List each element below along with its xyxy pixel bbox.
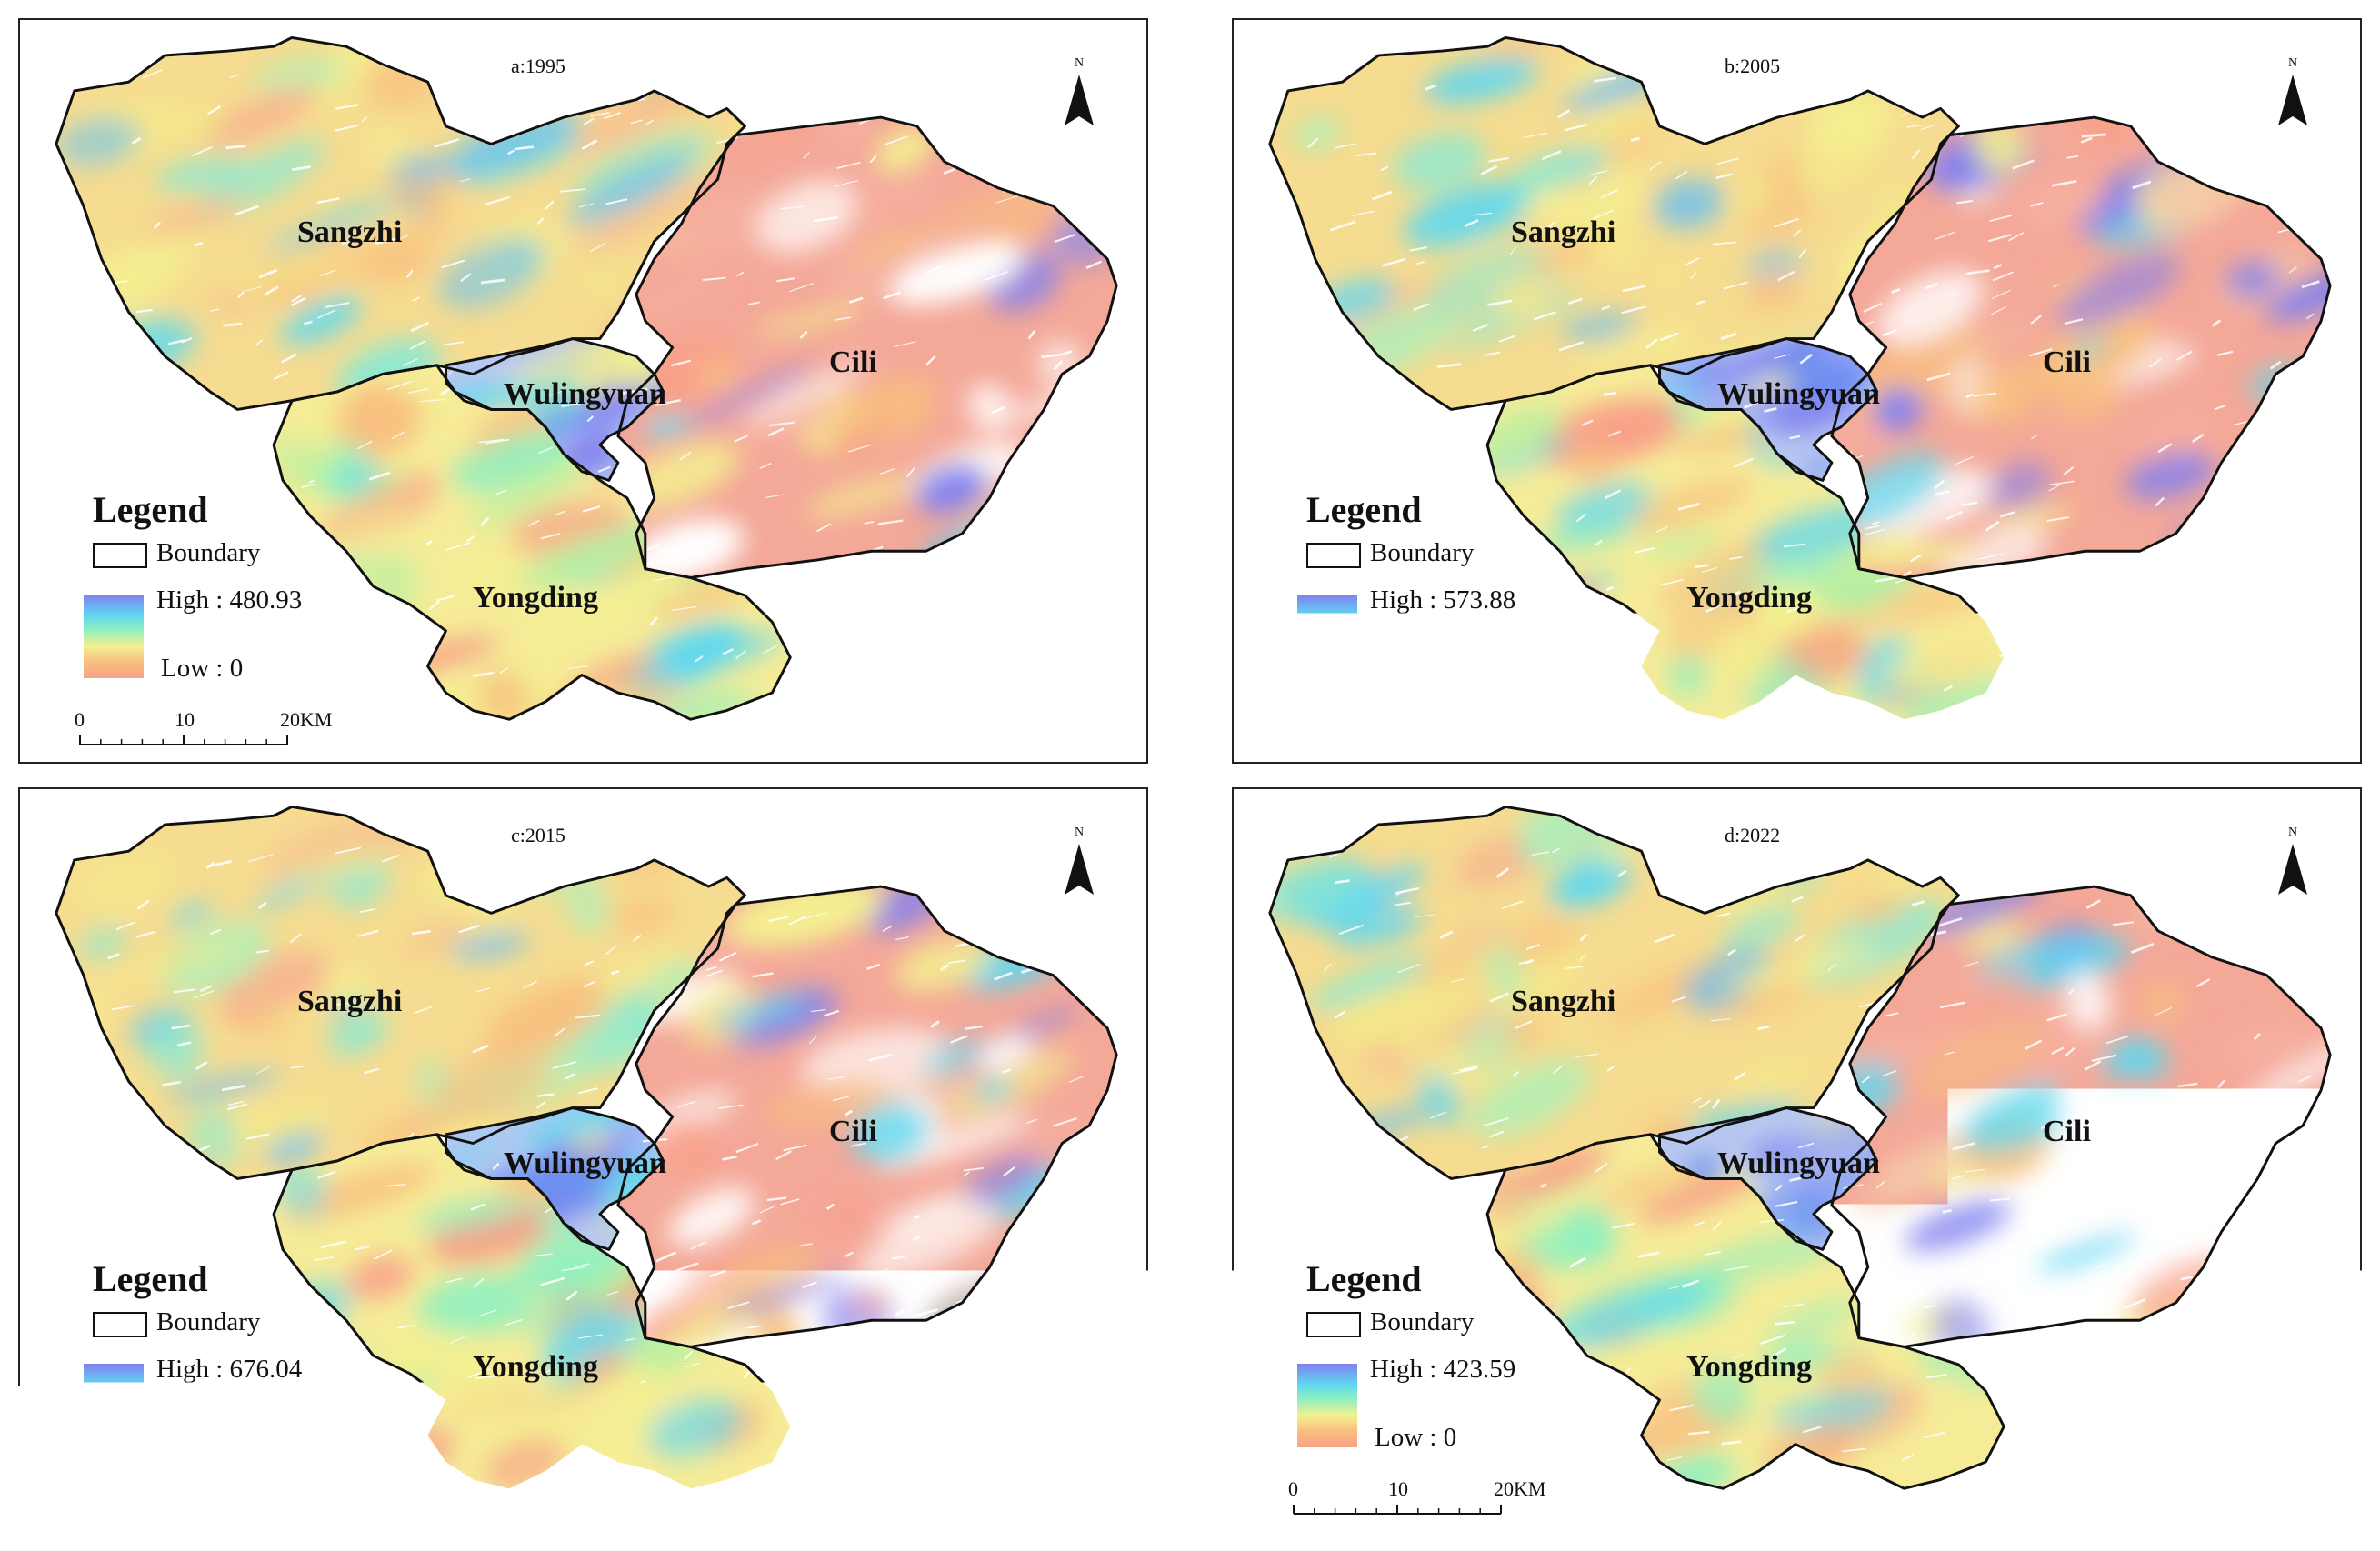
north-arrow: N: [2275, 56, 2311, 129]
legend-low-label: Low : 0: [1375, 654, 1456, 684]
region-label-sangzhi: Sangzhi: [1511, 985, 1615, 1019]
north-letter: N: [1061, 826, 1097, 840]
scale-tick-10: 10: [1388, 1477, 1408, 1501]
scale-tick-10: 10: [175, 708, 195, 732]
region-label-yongding: Yongding: [473, 1350, 598, 1385]
scale-tick-0: 0: [1288, 1477, 1298, 1501]
north-arrow-icon: [1061, 73, 1097, 136]
scale-bar-graphic: [75, 1503, 311, 1530]
legend-color-ramp: [1297, 595, 1357, 678]
north-arrow-icon: [2275, 842, 2311, 906]
region-label-sangzhi: Sangzhi: [1511, 215, 1615, 250]
legend-title: Legend: [1306, 488, 1422, 531]
scale-bar-graphic: [75, 734, 311, 761]
region-label-yongding: Yongding: [1686, 581, 1812, 615]
legend-title: Legend: [1306, 1257, 1422, 1300]
legend-color-ramp: [84, 1364, 144, 1447]
region-label-cili: Cili: [2043, 345, 2091, 380]
scale-tick-20: 20KM: [1494, 708, 1545, 732]
legend-color-ramp: [84, 595, 144, 678]
map-panel-a: a:1995 Sangzhi Cili Wulingyuan Yongding …: [18, 18, 1148, 764]
north-arrow: N: [1061, 56, 1097, 129]
north-arrow: N: [1061, 826, 1097, 898]
scale-tick-0: 0: [75, 708, 85, 732]
legend-boundary-swatch: [93, 1312, 147, 1337]
legend-low-label: Low : 0: [161, 654, 243, 684]
scale-bar-graphic: [1288, 734, 1525, 761]
legend-title: Legend: [93, 1257, 208, 1300]
panel-title: d:2022: [1725, 824, 1780, 847]
scale-tick-10: 10: [1388, 708, 1408, 732]
map-panel-b: b:2005 Sangzhi Cili Wulingyuan Yongding …: [1232, 18, 2362, 764]
region-label-cili: Cili: [829, 345, 877, 380]
region-label-sangzhi: Sangzhi: [297, 985, 402, 1019]
scale-bar: 0 10 20KM: [75, 708, 365, 763]
region-label-sangzhi: Sangzhi: [297, 215, 402, 250]
legend-high-label: High : 676.04: [156, 1355, 302, 1385]
legend-boundary-swatch: [1306, 543, 1361, 568]
panel-title: c:2015: [511, 824, 565, 847]
scale-tick-0: 0: [75, 1477, 85, 1501]
scale-tick-20: 20KM: [280, 1477, 332, 1501]
scale-tick-20: 20KM: [280, 708, 332, 732]
legend-boundary-label: Boundary: [1370, 1307, 1474, 1337]
legend-boundary-swatch: [1306, 1312, 1361, 1337]
panel-title: a:1995: [511, 55, 565, 78]
region-label-wulingyuan: Wulingyuan: [1717, 377, 1880, 412]
legend-boundary-label: Boundary: [156, 1307, 260, 1337]
scale-tick-20: 20KM: [1494, 1477, 1545, 1501]
region-label-wulingyuan: Wulingyuan: [504, 377, 666, 412]
legend-high-label: High : 423.59: [1370, 1355, 1515, 1385]
legend-boundary-label: Boundary: [156, 538, 260, 568]
legend-low-label: Low : 0: [1375, 1423, 1456, 1453]
legend-title: Legend: [93, 488, 208, 531]
north-arrow: N: [2275, 826, 2311, 898]
region-label-wulingyuan: Wulingyuan: [1717, 1146, 1880, 1181]
legend-boundary-label: Boundary: [1370, 538, 1474, 568]
legend-high-label: High : 480.93: [156, 585, 302, 615]
scale-tick-10: 10: [175, 1477, 195, 1501]
region-label-wulingyuan: Wulingyuan: [504, 1146, 666, 1181]
scale-tick-0: 0: [1288, 708, 1298, 732]
north-arrow-icon: [2275, 73, 2311, 136]
legend-boundary-swatch: [93, 543, 147, 568]
region-label-cili: Cili: [829, 1115, 877, 1149]
north-letter: N: [1061, 56, 1097, 71]
scale-bar-graphic: [1288, 1503, 1525, 1530]
region-label-yongding: Yongding: [473, 581, 598, 615]
map-panel-d: d:2022 Sangzhi Cili Wulingyuan Yongding …: [1232, 787, 2362, 1533]
scale-bar: 0 10 20KM: [1288, 708, 1579, 763]
north-letter: N: [2275, 56, 2311, 71]
panel-title: b:2005: [1725, 55, 1780, 78]
north-letter: N: [2275, 826, 2311, 840]
north-arrow-icon: [1061, 842, 1097, 906]
legend-low-label: Low : 0: [161, 1423, 243, 1453]
scale-bar: 0 10 20KM: [75, 1477, 365, 1532]
legend-color-ramp: [1297, 1364, 1357, 1447]
legend-high-label: High : 573.88: [1370, 585, 1515, 615]
map-panel-c: c:2015 Sangzhi Cili Wulingyuan Yongding …: [18, 787, 1148, 1533]
region-label-yongding: Yongding: [1686, 1350, 1812, 1385]
region-label-cili: Cili: [2043, 1115, 2091, 1149]
scale-bar: 0 10 20KM: [1288, 1477, 1579, 1532]
